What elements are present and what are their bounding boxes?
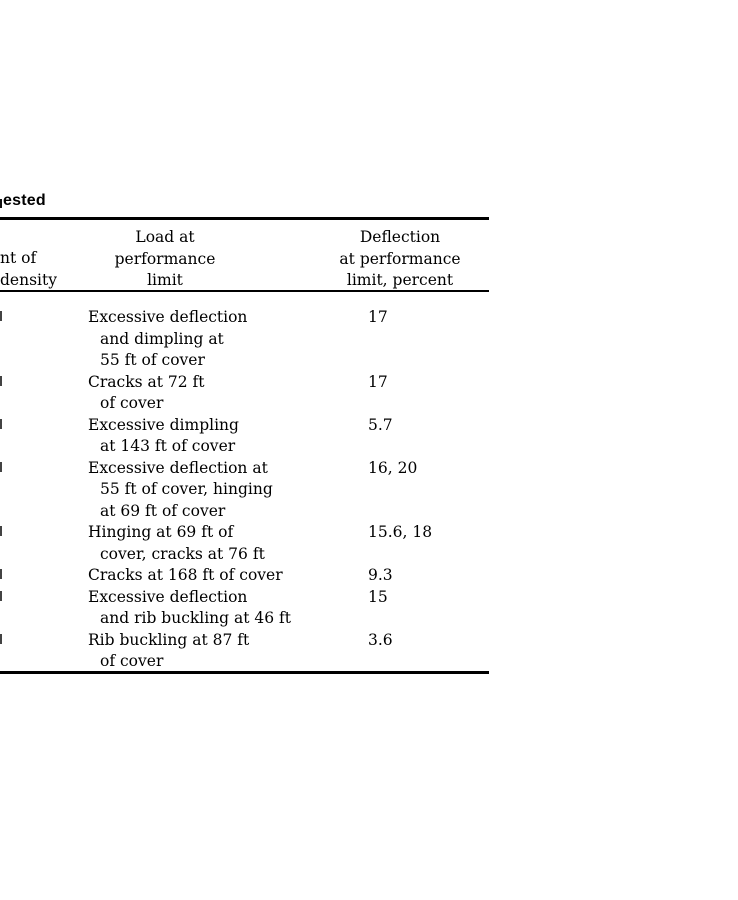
clipped-letter-fragment xyxy=(0,199,2,208)
table-body: Excessive deflection and dimpling at 55 ft… xyxy=(0,307,489,673)
table-row: Excessive dimpling at 143 ft of cover 5.7 xyxy=(0,415,489,458)
load-limit-text: Cracks at 168 ft of cover xyxy=(88,566,283,584)
table-row: Cracks at 168 ft of cover 9.3 xyxy=(0,565,489,587)
column-header-deflection: Deflection at performance limit, percent xyxy=(310,227,490,292)
load-limit-text: of cover xyxy=(100,394,164,412)
table-header-rule xyxy=(0,290,489,292)
load-limit-text: Excessive dimpling xyxy=(88,415,239,434)
load-limit-text: Excessive deflection at xyxy=(88,458,268,477)
load-limit-text: Excessive deflection xyxy=(88,587,248,606)
load-limit-text: Rib buckling at 87 ft xyxy=(88,630,250,649)
load-limit-text: and rib buckling at 46 ft xyxy=(100,609,292,627)
load-limit-text: of cover xyxy=(100,652,164,670)
clipped-column-fragment xyxy=(0,311,2,321)
load-limit-text: 55 ft of cover xyxy=(100,351,205,369)
deflection-value: 3.6 xyxy=(368,630,393,649)
clipped-column-fragment xyxy=(0,418,2,429)
column-header-deflection-line: at performance xyxy=(339,249,461,268)
deflection-value: 15.6, 18 xyxy=(368,523,433,541)
deflection-value: 15 xyxy=(368,587,388,606)
deflection-value: 17 xyxy=(368,308,388,326)
load-limit-text: and dimpling at xyxy=(100,329,224,348)
column-header-stub: nt of density xyxy=(0,248,57,291)
table-row: Excessive deflection and dimpling at 55 ft… xyxy=(0,307,489,372)
clipped-column-fragment xyxy=(0,375,2,386)
table-row: Excessive deflection at 55 ft of cover, h… xyxy=(0,458,489,523)
column-header-stub-line: nt of xyxy=(0,249,37,267)
column-header-deflection-line: Deflection xyxy=(359,228,441,246)
deflection-value: 5.7 xyxy=(368,415,393,434)
table-row: Hinging at 69 ft of cover, cracks at 76 f… xyxy=(0,522,489,565)
clipped-column-fragment xyxy=(0,633,2,644)
column-header-deflection-line: limit, percent xyxy=(346,271,454,289)
deflection-value: 16, 20 xyxy=(368,458,418,477)
load-limit-text: at 69 ft of cover xyxy=(100,501,226,520)
table-row: Rib buckling at 87 ft of cover 3.6 xyxy=(0,630,489,673)
column-header-load: Load at performance limit xyxy=(95,227,235,292)
column-header-load-line: Load at xyxy=(135,228,195,246)
load-limit-text: cover, cracks at 76 ft xyxy=(100,544,265,563)
deflection-value: 9.3 xyxy=(368,566,393,584)
clipped-column-fragment xyxy=(0,590,2,601)
load-limit-text: Hinging at 69 ft of xyxy=(88,523,234,541)
column-header-load-line: performance xyxy=(114,249,216,268)
load-limit-text: Cracks at 72 ft xyxy=(88,372,205,391)
column-header-load-line: limit xyxy=(147,271,183,289)
table-top-rule xyxy=(0,217,489,220)
clipped-column-fragment xyxy=(0,569,2,579)
deflection-value: 17 xyxy=(368,372,388,391)
table-row: Excessive deflection and rib buckling at … xyxy=(0,587,489,630)
table-row: Cracks at 72 ft of cover 17 xyxy=(0,372,489,415)
column-header-stub-line: density xyxy=(0,270,57,289)
clipped-column-fragment xyxy=(0,461,2,472)
table-title-fragment: ested xyxy=(3,192,46,209)
clipped-column-fragment xyxy=(0,526,2,536)
load-limit-text: at 143 ft of cover xyxy=(100,437,236,455)
load-limit-text: 55 ft of cover, hinging xyxy=(100,480,273,498)
load-limit-text: Excessive deflection xyxy=(88,308,248,326)
table-bottom-rule xyxy=(0,671,489,674)
